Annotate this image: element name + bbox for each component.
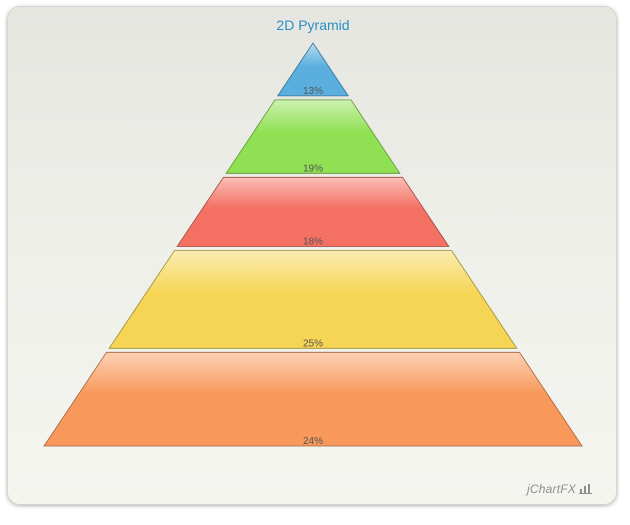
pyramid-segment-3 — [176, 176, 450, 247]
segment-label-4: 25% — [303, 338, 323, 349]
segment-label-1: 13% — [303, 86, 323, 97]
pyramid-segments: 13% 19% 18% 25% 24% — [43, 42, 583, 447]
pyramid-segment-4 — [108, 250, 518, 349]
segment-label-3: 18% — [303, 237, 323, 248]
pyramid-segment-5 — [43, 351, 583, 447]
chart-title: 2D Pyramid — [276, 17, 349, 33]
segment-label-2: 19% — [303, 163, 323, 174]
jchartfx-logo: jChartFX — [527, 482, 592, 496]
segment-label-5: 24% — [303, 436, 323, 447]
brand-text: jChartFX — [527, 482, 576, 496]
pyramid-segment-2 — [225, 99, 401, 174]
bar-chart-icon — [579, 484, 592, 494]
pyramid-segment-1 — [276, 42, 350, 97]
